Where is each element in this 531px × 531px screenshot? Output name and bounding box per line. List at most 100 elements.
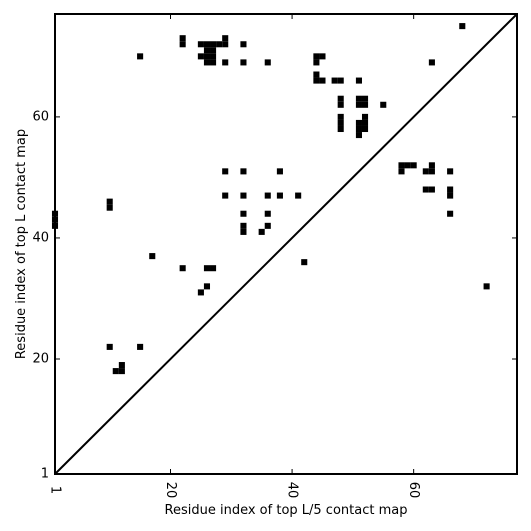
contact-cell [203, 59, 211, 66]
contact-cell [447, 192, 454, 199]
contact-cell [276, 168, 283, 175]
contact-cell [355, 77, 362, 84]
contact-cell [398, 168, 405, 175]
contact-cell [210, 59, 217, 66]
y-tick-label: 20 [32, 352, 49, 367]
contact-cell [179, 265, 186, 272]
contact-cell [240, 41, 247, 48]
contact-cell [337, 119, 344, 126]
contact-cell [337, 95, 344, 102]
contact-cell [331, 77, 338, 84]
contact-cell [210, 47, 217, 54]
contact-cell [203, 53, 211, 60]
contact-cell [258, 228, 265, 235]
contact-cell [216, 41, 223, 48]
contact-cell [355, 125, 362, 133]
contact-cell [106, 198, 113, 205]
contact-cell [137, 53, 144, 60]
contact-cell [447, 168, 454, 175]
x-tick-label: 40 [285, 482, 300, 499]
contact-cell [313, 77, 320, 84]
contact-cell [361, 119, 369, 126]
contact-cell [355, 101, 362, 108]
contact-cell [179, 41, 186, 48]
contact-cell [447, 210, 454, 217]
contact-cell [106, 343, 113, 350]
contact-cell [276, 192, 283, 199]
contact-cell [222, 41, 229, 48]
contact-cell [264, 192, 271, 199]
contact-cell [301, 259, 308, 266]
contact-cell [355, 119, 362, 126]
contact-cell [203, 265, 211, 272]
contact-cell [337, 101, 344, 108]
contact-cell [337, 113, 344, 120]
contact-cell [483, 283, 490, 290]
contact-cell [112, 368, 119, 375]
contact-cell [313, 59, 320, 66]
contact-cell [313, 71, 320, 78]
x-tick-label: 20 [163, 482, 178, 499]
contact-cells [51, 23, 490, 375]
contact-cell [240, 59, 247, 66]
contact-cell [137, 343, 144, 350]
y-tick-label: 40 [32, 230, 49, 245]
contact-cell [222, 35, 229, 42]
contact-cell [264, 210, 271, 217]
x-axis-label: Residue index of top L/5 contact map [165, 503, 408, 518]
contact-cell [264, 59, 271, 66]
contact-cell [149, 253, 156, 260]
contact-cell [380, 101, 387, 108]
contact-cell [337, 125, 344, 133]
contact-cell [337, 77, 344, 84]
contact-cell [203, 41, 211, 48]
contact-cell [361, 95, 369, 102]
contact-cell [240, 192, 247, 199]
contact-cell [118, 368, 125, 375]
contact-cell [240, 222, 247, 229]
contact-cell [240, 168, 247, 175]
contact-cell [398, 162, 405, 169]
contact-cell [264, 222, 271, 229]
contact-cell [428, 162, 435, 169]
contact-cell [210, 41, 217, 48]
contact-cell [240, 228, 247, 235]
contact-cell [319, 77, 326, 84]
contact-cell [313, 53, 320, 60]
plot-frame [54, 13, 518, 475]
contact-cell [428, 168, 435, 175]
contact-cell [361, 101, 369, 108]
y-axis-label: Residue index of top L contact map [14, 129, 29, 359]
contact-cell [118, 362, 125, 369]
contact-cell [222, 59, 229, 66]
contact-cell [240, 210, 247, 217]
contact-cell [203, 283, 211, 290]
contact-cell [459, 23, 466, 30]
contact-cell [319, 53, 326, 60]
contact-cell [197, 289, 204, 296]
contact-cell [355, 132, 362, 139]
contact-cell [222, 168, 229, 175]
axis-ticks: 1 20 40 60 1 20 40 60 [32, 14, 517, 498]
contact-cell [210, 53, 217, 60]
contact-cell [197, 41, 204, 48]
contact-cell [410, 162, 417, 169]
contact-cell [361, 125, 369, 133]
contact-cell [404, 162, 411, 169]
diagonal-line [54, 13, 518, 475]
contact-cell [428, 186, 435, 193]
contact-cell [203, 47, 211, 54]
y-tick-label: 60 [32, 109, 49, 124]
contact-cell [447, 186, 454, 193]
contact-cell [361, 113, 369, 120]
contact-cell [197, 53, 204, 60]
contact-cell [355, 95, 362, 102]
contact-cell [222, 192, 229, 199]
x-tick-label: 60 [406, 482, 421, 499]
contact-cell [428, 59, 435, 66]
contact-cell [106, 204, 113, 211]
y-tick-label: 1 [41, 467, 49, 482]
contact-cell [422, 186, 429, 193]
contact-cell [210, 265, 217, 272]
